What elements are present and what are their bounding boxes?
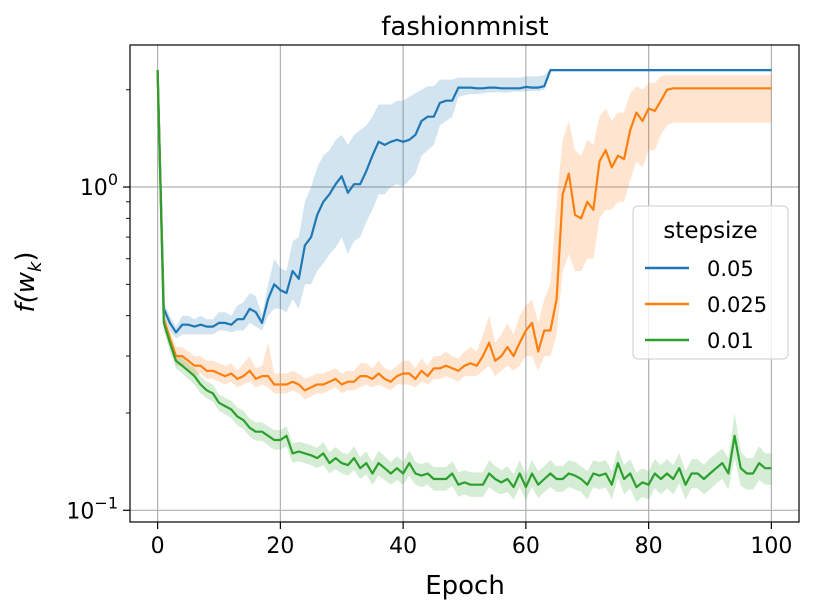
line-series-0 [156, 68, 772, 334]
y-tick-label: 10−1 [66, 493, 118, 524]
plot-frame [129, 44, 800, 523]
x-axis-label: Epoch [425, 571, 505, 601]
legend-title: stepsize [663, 218, 757, 244]
legend-box [632, 205, 789, 360]
svg-text:f(wk): f(wk) [11, 251, 46, 312]
y-axis-ticks: 100 10−1 [66, 89, 130, 524]
band-series-1 [157, 70, 772, 400]
line-series-2 [156, 70, 772, 489]
chart-title: fashionmnist [381, 12, 549, 42]
y-axis-label: f(wk) [11, 251, 46, 312]
line-series-1 [156, 70, 772, 392]
legend-label: 0.025 [707, 293, 767, 317]
series-lines [156, 68, 772, 489]
band-series-0 [157, 68, 772, 339]
x-tick-label: 0 [151, 534, 165, 559]
x-tick-label: 80 [635, 534, 663, 559]
confidence-bands [157, 68, 772, 503]
x-tick-label: 60 [512, 534, 540, 559]
x-axis-ticks: 0 20 40 60 80 100 [151, 522, 792, 559]
y-label-close: ) [11, 251, 41, 261]
x-tick-label: 20 [266, 534, 294, 559]
legend: stepsize 0.05 0.025 0.01 [632, 205, 789, 360]
y-label-main: f(w [11, 271, 41, 312]
legend-label: 0.01 [707, 329, 754, 353]
y-tick-label: 100 [80, 170, 118, 201]
band-series-2 [157, 70, 772, 503]
x-tick-label: 100 [750, 534, 792, 559]
x-tick-label: 40 [389, 534, 417, 559]
y-label-sub: k [25, 260, 46, 272]
legend-label: 0.05 [707, 257, 754, 281]
